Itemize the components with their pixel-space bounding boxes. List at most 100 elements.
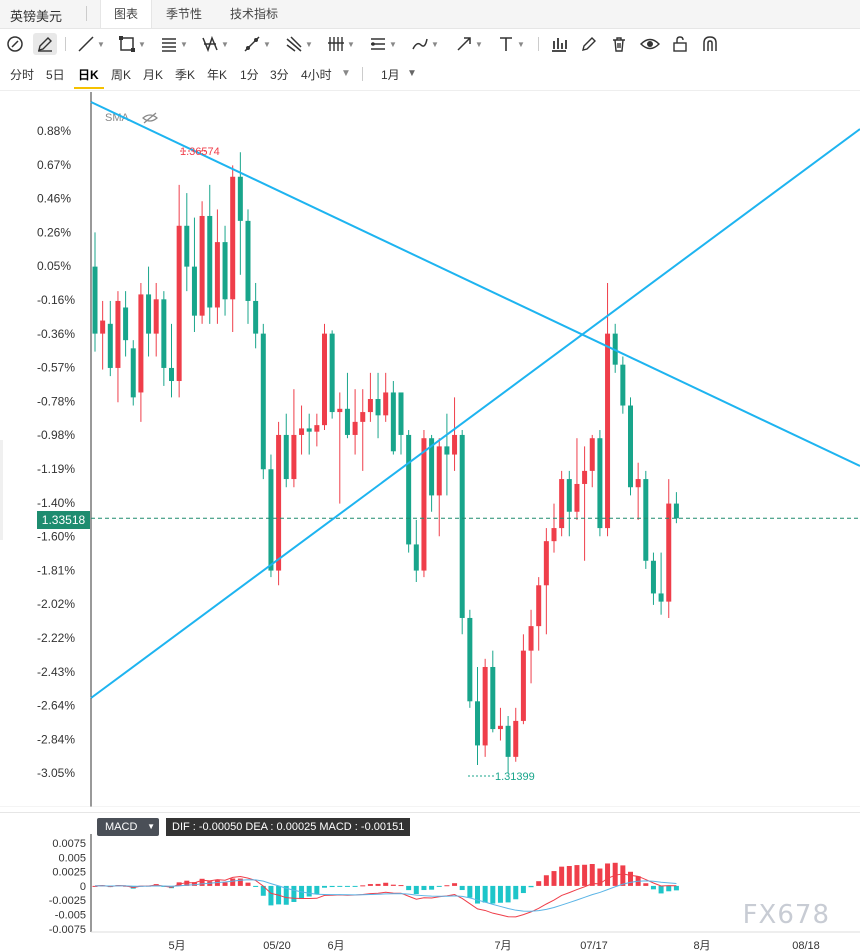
- edit-icon[interactable]: [580, 33, 598, 55]
- macd-y-tick-label: 0: [80, 881, 86, 893]
- macd-bar: [314, 885, 320, 894]
- candle-body: [283, 434, 289, 480]
- y-tick-label: 0.67%: [37, 158, 71, 172]
- fib-tool-icon[interactable]: ▼: [160, 33, 188, 55]
- y-tick-label: -1.19%: [37, 462, 75, 476]
- rectangle-tool-icon[interactable]: ▼: [118, 33, 146, 55]
- candle-body: [452, 434, 458, 455]
- candle-body: [268, 469, 274, 571]
- y-tick-label: -1.81%: [37, 563, 75, 577]
- candle-body: [352, 421, 358, 435]
- channel-tool-icon[interactable]: ▼: [369, 33, 397, 55]
- magnet-icon[interactable]: [701, 33, 719, 55]
- candle-body: [413, 544, 419, 571]
- descending-trendline[interactable]: [90, 101, 860, 467]
- period-1min[interactable]: 1分: [240, 68, 259, 82]
- tab-chart[interactable]: 图表: [100, 0, 152, 28]
- brush-tool-icon[interactable]: ▼: [411, 33, 439, 55]
- more-periods-icon[interactable]: ▼: [341, 68, 351, 79]
- eye-slash-icon[interactable]: [142, 112, 158, 124]
- pitchfork-tool-icon[interactable]: ▼: [327, 33, 355, 55]
- trendlines[interactable]: [90, 101, 860, 699]
- macd-y-tick-label: -0.005: [55, 910, 86, 922]
- macd-bar: [628, 871, 633, 886]
- candle-body: [475, 701, 480, 746]
- eye-icon[interactable]: [640, 33, 660, 55]
- macd-chart[interactable]: 0.0075 0.005 0.0025 0 -0.0025 -0.005 -0.0075 5…: [0, 812, 860, 951]
- macd-bar: [199, 878, 205, 886]
- title-divider: [86, 6, 87, 21]
- candle-body: [237, 176, 243, 221]
- candle-body: [214, 242, 220, 308]
- period-yearly[interactable]: 年K: [207, 68, 228, 82]
- macd-bar: [574, 865, 580, 886]
- arrow-tool-icon[interactable]: ▼: [455, 33, 483, 55]
- tab-technical-indicators[interactable]: 技术指标: [229, 7, 278, 21]
- macd-bar: [413, 885, 419, 895]
- macd-bar: [237, 878, 243, 886]
- candle-body: [421, 438, 427, 571]
- candle-body: [367, 398, 373, 413]
- candle-body: [306, 428, 312, 432]
- period-monthly[interactable]: 月K: [143, 68, 164, 82]
- toolbar-divider: [65, 37, 66, 51]
- macd-bar: [344, 885, 350, 887]
- y-tick-label: -2.84%: [37, 732, 75, 746]
- path-tool-icon[interactable]: ▼: [243, 33, 271, 55]
- macd-bar: [337, 885, 343, 887]
- y-tick-label: 0.26%: [37, 225, 71, 239]
- x-tick-label: 6月: [327, 940, 344, 951]
- y-tick-label: -0.36%: [37, 327, 75, 341]
- measure-icon[interactable]: [550, 33, 568, 55]
- range-dropdown-icon[interactable]: ▼: [407, 68, 417, 79]
- lock-icon[interactable]: [671, 33, 689, 55]
- ascending-trendline[interactable]: [90, 128, 860, 699]
- candle-body: [490, 666, 496, 730]
- macd-bar: [559, 866, 565, 886]
- macd-y-tick-label: 0.0025: [52, 867, 86, 879]
- macd-select-button[interactable]: MACD ▼: [97, 818, 159, 836]
- y-tick-label: 0.88%: [37, 124, 71, 138]
- macd-bar: [222, 882, 228, 886]
- macd-y-tick-label: -0.0075: [49, 924, 86, 936]
- macd-bar: [513, 885, 519, 900]
- x-tick-label: 5月: [168, 940, 185, 951]
- candle-body: [161, 299, 167, 368]
- line-tool-icon[interactable]: ▼: [77, 33, 105, 55]
- period-weekly[interactable]: 周K: [111, 68, 132, 82]
- candle-body: [191, 266, 197, 316]
- y-tick-label: -3.05%: [37, 766, 75, 780]
- candle-body: [650, 560, 656, 594]
- macd-bar: [268, 885, 274, 906]
- candle-body: [260, 333, 266, 470]
- macd-y-tick-label: -0.0025: [49, 895, 86, 907]
- text-tool-icon[interactable]: ▼: [497, 33, 525, 55]
- multi-line-tool-icon[interactable]: ▼: [285, 33, 313, 55]
- range-select[interactable]: 1月: [381, 68, 400, 82]
- macd-bar: [505, 885, 511, 903]
- period-3min[interactable]: 3分: [270, 68, 289, 82]
- pattern-tool-icon[interactable]: ▼: [201, 33, 229, 55]
- candle-body: [605, 333, 611, 529]
- candlestick-chart[interactable]: 0.88% 0.67% 0.46% 0.26% 0.05% -0.16% -0.36% -0.…: [0, 92, 860, 807]
- tab-seasonality[interactable]: 季节性: [165, 7, 202, 21]
- candle-body: [100, 320, 106, 334]
- candle-body: [360, 412, 366, 422]
- period-daily[interactable]: 日K: [78, 68, 99, 82]
- candle-body: [459, 434, 465, 618]
- macd-bar: [291, 885, 297, 902]
- macd-bar: [360, 885, 366, 887]
- macd-bar: [352, 885, 358, 887]
- pencil-icon[interactable]: [33, 33, 57, 55]
- period-4hour[interactable]: 4小时: [301, 68, 332, 82]
- period-intraday[interactable]: 分时: [10, 68, 35, 82]
- period-quarterly[interactable]: 季K: [175, 68, 196, 82]
- instrument-title: 英镑美元: [10, 9, 63, 24]
- period-5day[interactable]: 5日: [46, 68, 65, 82]
- macd-bar: [306, 885, 312, 897]
- left-scroll-handle[interactable]: [0, 440, 3, 540]
- trash-icon[interactable]: [610, 33, 628, 55]
- crosshair-icon[interactable]: [6, 33, 24, 55]
- active-period-underline: [74, 87, 104, 89]
- macd-bar: [475, 885, 480, 904]
